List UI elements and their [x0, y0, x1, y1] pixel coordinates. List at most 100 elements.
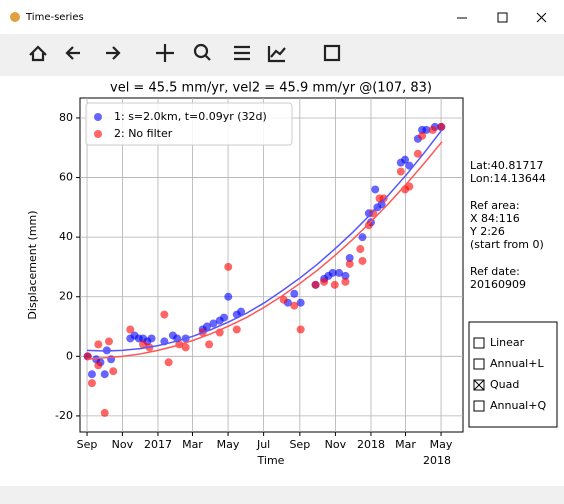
point: [87, 379, 96, 388]
x-tick-label: 2018: [357, 438, 385, 451]
y-axis-label: Displacement (mm): [26, 210, 39, 319]
x-tick-label: 2017: [144, 438, 172, 451]
point: [345, 259, 354, 268]
point: [311, 280, 320, 289]
point: [224, 262, 233, 271]
app-icon: [10, 12, 20, 22]
checkbox-label[interactable]: Quad: [490, 378, 519, 391]
legend-marker: [94, 113, 102, 121]
point: [405, 182, 414, 191]
x-axis-label: Time: [257, 454, 285, 467]
point: [160, 310, 169, 319]
side-text: Lon:14.13644: [470, 172, 546, 185]
point: [100, 370, 109, 379]
point: [104, 337, 113, 346]
point: [232, 325, 241, 334]
point: [401, 155, 410, 164]
checkbox[interactable]: [473, 337, 485, 349]
chart-title: vel = 45.5 mm/yr, vel2 = 45.9 mm/yr @(10…: [110, 81, 432, 96]
point: [358, 233, 367, 242]
point: [296, 298, 305, 307]
point: [341, 277, 350, 286]
close[interactable]: [536, 12, 547, 23]
point: [371, 185, 380, 194]
legend-label: 2: No filter: [114, 127, 173, 140]
x-tick-label: Sep: [289, 438, 310, 451]
pan-button[interactable]: [156, 44, 174, 62]
y-tick-label: -20: [55, 409, 73, 422]
point: [418, 131, 427, 140]
forward-button[interactable]: [106, 46, 121, 60]
point: [126, 325, 135, 334]
checkbox-check: [473, 379, 485, 391]
point: [94, 340, 103, 349]
side-text: Ref date:: [470, 265, 520, 278]
checkbox-label[interactable]: Linear: [490, 336, 525, 349]
point: [330, 280, 339, 289]
x-tick-label: Mar: [395, 438, 416, 451]
zoom-button[interactable]: [193, 43, 209, 59]
point: [237, 307, 246, 316]
toolbar: [29, 43, 341, 63]
point: [202, 322, 211, 331]
side-text: 20160909: [470, 278, 526, 291]
y-tick-label: 60: [59, 171, 73, 184]
point: [422, 125, 431, 134]
point: [109, 367, 118, 376]
point: [296, 325, 305, 334]
point: [147, 334, 156, 343]
point: [290, 301, 299, 310]
maximize[interactable]: [497, 12, 508, 23]
point: [224, 292, 233, 301]
point: [320, 277, 329, 286]
checkbox[interactable]: [473, 358, 485, 370]
point: [437, 122, 446, 131]
point: [341, 271, 350, 280]
home-button[interactable]: [29, 45, 47, 62]
x-tick-label: Mar: [182, 438, 203, 451]
point: [181, 343, 190, 352]
point: [358, 256, 367, 265]
point: [396, 167, 405, 176]
x-tick-label: Sep: [77, 438, 98, 451]
point: [364, 221, 373, 230]
edit-button[interactable]: [267, 46, 286, 63]
checkbox-label[interactable]: Annual+L: [490, 357, 544, 370]
side-text: Ref area:: [470, 199, 520, 212]
x-tick-label: Jul: [256, 438, 270, 451]
legend-marker: [94, 130, 102, 138]
point: [164, 358, 173, 367]
checkbox-label[interactable]: Annual+Q: [490, 399, 546, 412]
y-tick-label: 0: [66, 349, 73, 362]
x-offset-label: 2018: [423, 454, 451, 467]
side-text: X 84:116: [470, 212, 520, 225]
save-button[interactable]: [323, 44, 341, 62]
point: [413, 149, 422, 158]
checkbox[interactable]: [473, 400, 485, 412]
y-tick-label: 20: [59, 290, 73, 303]
point: [279, 295, 288, 304]
side-text: Lat:40.81717: [470, 159, 543, 172]
point: [356, 245, 365, 254]
point: [345, 253, 354, 262]
side-text: Y 2:26: [469, 225, 505, 238]
x-tick-label: Nov: [112, 438, 134, 451]
legend: [85, 102, 293, 146]
legend-label: 1: s=2.0km, t=0.09yr (32d): [114, 110, 267, 123]
point: [83, 352, 92, 361]
x-tick-label: May: [217, 438, 240, 451]
point: [328, 268, 337, 277]
point: [379, 194, 388, 203]
configure-button[interactable]: [234, 45, 250, 61]
point: [335, 268, 344, 277]
point: [428, 125, 437, 134]
fit-line: [87, 129, 443, 352]
point: [139, 340, 148, 349]
title-bar: [0, 0, 564, 34]
point: [87, 370, 96, 379]
y-tick-label: 40: [59, 230, 73, 243]
point: [209, 319, 218, 328]
point: [219, 313, 228, 322]
back-button[interactable]: [65, 46, 80, 60]
